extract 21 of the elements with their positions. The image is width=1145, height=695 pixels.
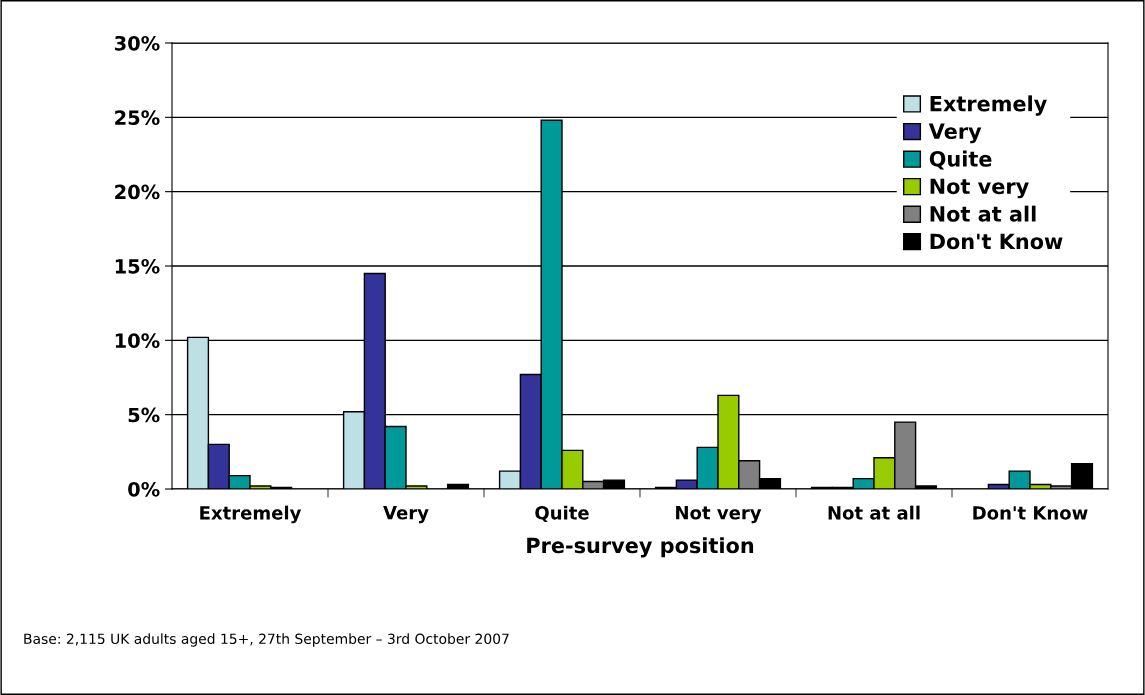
legend-label: Don't Know: [930, 233, 1063, 250]
y-tick-label: 30%: [114, 35, 160, 51]
x-tick-label: Extremely: [200, 505, 302, 524]
x-tick-label: Very: [383, 506, 429, 524]
legend-label: Not at all: [930, 205, 1036, 222]
text: Base: 2,115 UK adults aged 15+, 27th September – 3rd October 2007: [24, 633, 509, 647]
y-tick-label: 20%: [115, 184, 160, 200]
legend-label: Not very: [930, 178, 1029, 199]
x-tick-label: Don't Know: [973, 506, 1088, 520]
x-tick-label: Quite: [535, 505, 589, 523]
y-tick-label: 25%: [115, 110, 160, 125]
x-axis-title: Pre-survey position: [527, 537, 754, 558]
x-tick-label: Not at all: [828, 505, 920, 520]
y-tick-label: 15%: [115, 258, 160, 274]
y-tick-label: 5%: [128, 407, 160, 423]
legend-label: Extremely: [930, 95, 1047, 116]
legend-label: Quite: [929, 150, 992, 170]
y-tick-label: 0%: [128, 481, 160, 497]
x-tick-label: Not very: [676, 506, 762, 524]
y-tick-label: 10%: [115, 333, 160, 348]
legend-label: Very: [928, 123, 982, 144]
